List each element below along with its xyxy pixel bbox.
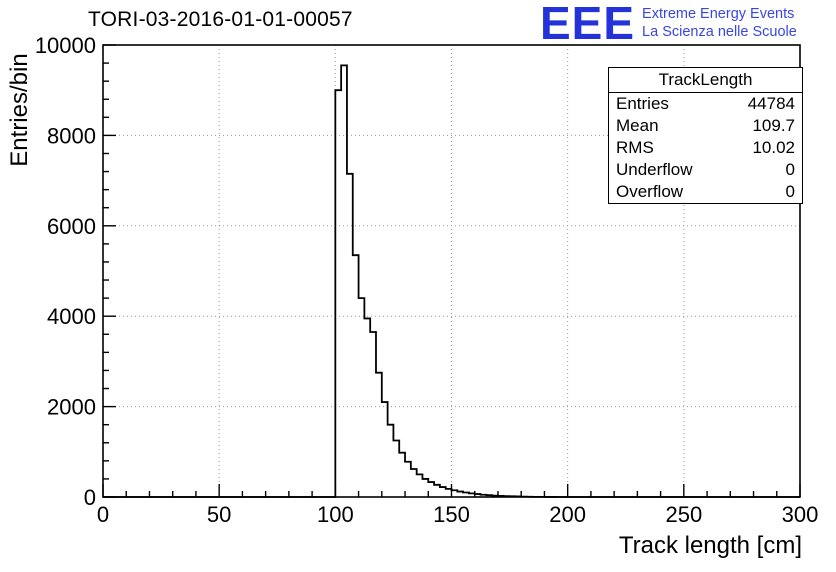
- x-tick-label: 100: [317, 502, 354, 527]
- stats-label: Underflow: [616, 160, 693, 179]
- y-tick-label: 2000: [47, 395, 96, 420]
- plot-title: TORI-03-2016-01-01-00057: [88, 8, 353, 31]
- stats-label: Entries: [616, 94, 669, 113]
- eee-logo-taglines: Extreme Energy Events La Scienza nelle S…: [642, 5, 797, 41]
- stats-value: 44784: [747, 94, 795, 113]
- stats-row: Mean 109.7: [609, 115, 802, 137]
- stats-value: 109.7: [752, 116, 795, 135]
- y-tick-label: 8000: [47, 123, 96, 148]
- stats-value: 10.02: [752, 138, 795, 157]
- x-tick-label: 150: [433, 502, 470, 527]
- x-tick-label: 50: [207, 502, 231, 527]
- stats-box: TrackLength Entries 44784 Mean 109.7 RMS…: [608, 67, 803, 204]
- stats-label: RMS: [616, 138, 654, 157]
- y-tick-label: 0: [84, 485, 96, 510]
- x-tick-label: 250: [665, 502, 702, 527]
- stats-value: 0: [785, 182, 795, 201]
- stats-row: Entries 44784: [609, 93, 802, 115]
- y-tick-label: 6000: [47, 214, 96, 239]
- y-tick-label: 4000: [47, 304, 96, 329]
- x-tick-label: 0: [97, 502, 109, 527]
- eee-logo: EEE Extreme Energy Events La Scienza nel…: [540, 0, 797, 49]
- eee-logo-text: EEE: [540, 0, 636, 49]
- logo-tagline-1: Extreme Energy Events: [642, 6, 795, 22]
- stats-label: Mean: [616, 116, 659, 135]
- y-tick-label: 10000: [35, 33, 96, 58]
- logo-tagline-2: La Scienza nelle Scuole: [642, 24, 797, 40]
- x-axis-label: Track length [cm]: [618, 532, 802, 559]
- stats-box-title: TrackLength: [609, 68, 802, 93]
- stats-value: 0: [785, 160, 795, 179]
- stats-row: Overflow 0: [609, 181, 802, 203]
- x-tick-label: 200: [549, 502, 586, 527]
- histogram-line: [103, 64, 800, 498]
- x-tick-label: 300: [782, 502, 819, 527]
- y-axis-label: Entries/bin: [6, 53, 33, 167]
- stats-label: Overflow: [616, 182, 684, 201]
- stats-row: RMS 10.02: [609, 137, 802, 159]
- stats-row: Underflow 0: [609, 159, 802, 181]
